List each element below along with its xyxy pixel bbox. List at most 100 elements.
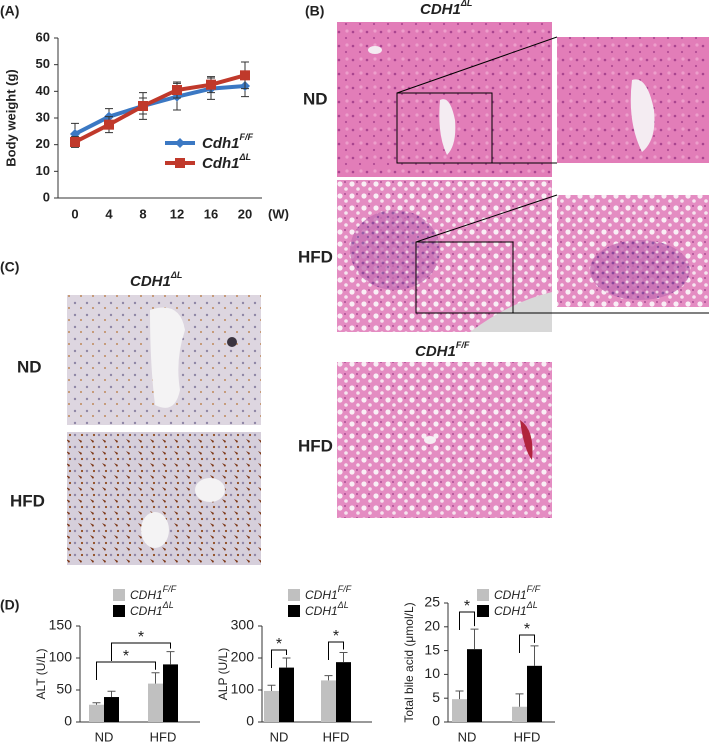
x-tick-label: 0 [71, 206, 78, 221]
legend-entry: CDH1ΔL [130, 600, 174, 618]
vein [195, 478, 225, 502]
vein [141, 512, 169, 548]
error-bar [530, 645, 539, 666]
bar [148, 683, 163, 722]
panel-label: (C) [0, 259, 19, 275]
bar [527, 665, 542, 722]
legend-swatch [113, 589, 125, 601]
vein [630, 79, 655, 152]
line [74, 73, 246, 144]
y-tick-label: 0 [43, 189, 50, 204]
x-tick-label: 16 [204, 206, 218, 221]
legend-entry: CDH1F/F [494, 584, 541, 602]
x-tick-label: ND [95, 729, 114, 744]
x-tick-label: HFD [150, 729, 177, 744]
legend-swatch [113, 605, 125, 617]
micrograph [337, 362, 552, 518]
panel-header: CDH1ΔL [130, 270, 182, 290]
marker [206, 79, 216, 90]
bar [104, 697, 119, 722]
y-tick-label: 0 [64, 713, 72, 729]
bar [336, 662, 351, 722]
legend-swatch [477, 605, 489, 617]
y-tick-label: 10 [424, 665, 440, 681]
bar [321, 680, 336, 722]
error-bar [455, 690, 464, 700]
line [74, 84, 246, 136]
legend-entry-main: CDH1 [130, 588, 163, 602]
legend-marker [175, 158, 185, 168]
legend-entry: CDH1ΔL [305, 600, 349, 618]
legend-entry-main: CDH1 [130, 604, 163, 618]
error-bar [282, 657, 291, 668]
vein [424, 436, 436, 444]
bar [279, 667, 294, 722]
significance-star: * [333, 628, 339, 645]
y-tick-label: 25 [424, 594, 440, 610]
y-tick-label: 50 [36, 56, 50, 71]
legend-swatch [477, 589, 489, 601]
y-axis-label: ALP (U/L) [216, 648, 230, 700]
panel-header-main: CDH1 [415, 343, 456, 360]
y-tick-label: 20 [36, 136, 50, 151]
legend-marker [175, 138, 185, 148]
y-tick-label: 30 [36, 109, 50, 124]
panel-header-sup: F/F [456, 340, 470, 350]
x-tick-label: ND [270, 729, 289, 744]
significance-bracket [459, 611, 475, 630]
significance-bracket [328, 641, 344, 660]
y-axis-label: Body weight (g) [3, 69, 18, 167]
y-tick-label: 40 [36, 83, 50, 98]
y-tick-label: 100 [231, 681, 255, 697]
y-tick-label: 100 [49, 649, 73, 665]
row-label: ND [17, 357, 42, 376]
vein [439, 99, 456, 155]
x-tick-label: 8 [139, 206, 146, 221]
x-tick-label: HFD [514, 729, 541, 744]
vein [150, 307, 185, 408]
legend-entry-sup: F/F [338, 584, 352, 594]
legend-entry-sup: F/F [527, 584, 541, 594]
y-tick-label: 10 [36, 163, 50, 178]
error-bar [470, 628, 479, 650]
row-label: HFD [298, 436, 333, 455]
significance-bracket [111, 642, 171, 661]
inflammation [350, 210, 440, 290]
micrograph-group [337, 22, 709, 518]
marker [172, 85, 182, 95]
significance-star: * [276, 636, 282, 653]
error-bar [107, 690, 116, 698]
y-tick-label: 300 [231, 617, 255, 633]
legend-entry-sup: F/F [163, 584, 177, 594]
y-tick-label: 5 [432, 689, 440, 705]
vessel [520, 420, 533, 460]
y-tick-label: 60 [36, 29, 50, 44]
error-bar [339, 652, 348, 663]
legend-entry-main: CDH1 [494, 588, 527, 602]
zoom-line [396, 36, 558, 94]
y-tick-label: 50 [56, 681, 72, 697]
x-tick-label: 4 [105, 206, 113, 221]
legend-entry-sup: ΔL [239, 152, 252, 162]
marker [70, 137, 80, 147]
x-tick-label: ND [458, 729, 477, 744]
bar [512, 706, 527, 722]
error-bar [151, 672, 160, 684]
row-label: ND [303, 89, 328, 108]
bar [163, 664, 178, 722]
panel-label: (A) [0, 3, 19, 19]
legend-entry-main: CDH1 [305, 588, 338, 602]
y-tick-label: 150 [49, 617, 73, 633]
y-tick-label: 200 [231, 649, 255, 665]
y-axis-label: ALT (U/L) [34, 649, 48, 700]
zoom-box [415, 241, 514, 314]
legend-entry: CDH1F/F [305, 584, 352, 602]
panel-header-main: CDH1 [420, 1, 461, 18]
error-bar [267, 684, 276, 691]
legend-entry: CDH1F/F [130, 584, 177, 602]
micrograph [67, 432, 261, 565]
significance-bracket [519, 634, 535, 653]
legend-entry-sup: F/F [240, 132, 254, 142]
y-axis-label: Total bile acid (μmol/L) [402, 602, 416, 722]
